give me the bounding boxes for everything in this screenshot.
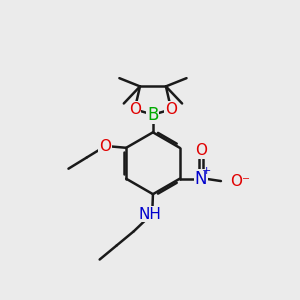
Text: O⁻: O⁻: [230, 174, 250, 189]
Text: B: B: [147, 106, 159, 124]
Text: O: O: [99, 139, 111, 154]
Text: O: O: [165, 102, 177, 117]
Text: N: N: [195, 170, 207, 188]
Text: NH: NH: [139, 207, 161, 222]
Text: O: O: [195, 143, 207, 158]
Text: +: +: [202, 166, 212, 176]
Text: O: O: [129, 102, 141, 117]
